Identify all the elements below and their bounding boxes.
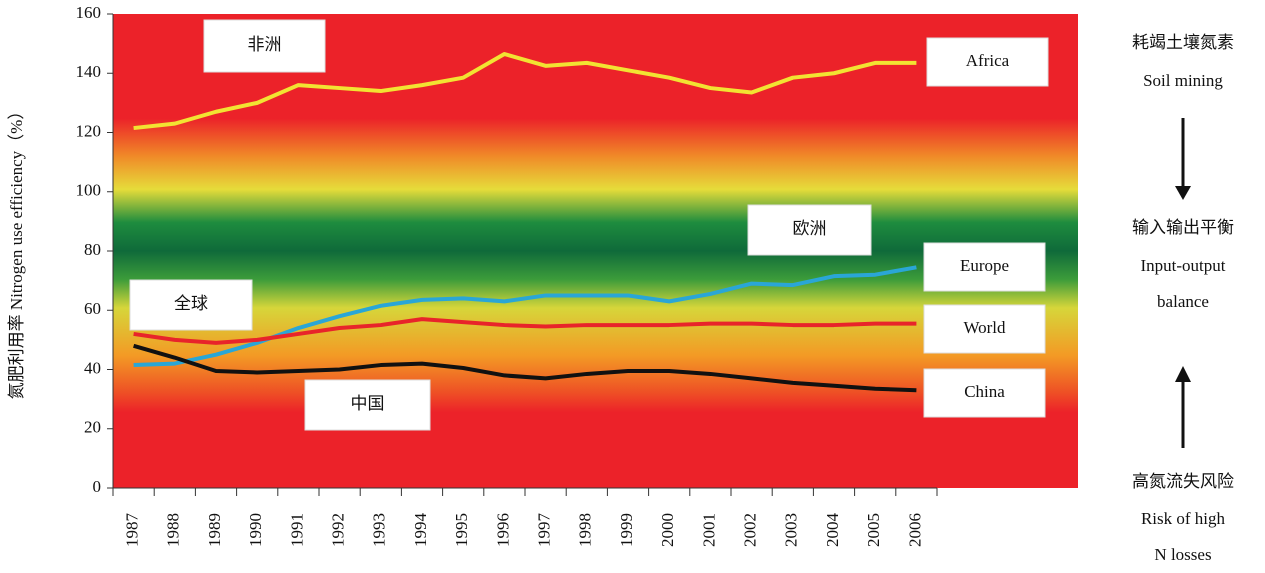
x-tick-label: 1987 (123, 513, 142, 548)
side-note: 输入输出平衡 (1132, 218, 1234, 237)
y-tick-label: 160 (76, 3, 102, 22)
x-tick-label: 1994 (411, 513, 430, 548)
x-tick-label: 2003 (782, 513, 801, 547)
y-tick-label: 0 (93, 477, 102, 496)
annotation-box (129, 279, 253, 331)
series-line (133, 317, 917, 345)
legend-label-box (923, 368, 1046, 418)
x-tick-label: 2005 (864, 513, 883, 547)
series-line (133, 343, 917, 393)
legend-label: China (964, 382, 1005, 401)
y-tick-label: 100 (76, 181, 102, 200)
x-tick-label: 1991 (287, 513, 306, 547)
annotation-box (203, 19, 326, 73)
annotation: 中国 (351, 394, 385, 413)
x-tick-label: 2006 (905, 513, 924, 547)
annotation: 欧洲 (793, 219, 827, 238)
legend-label: World (963, 318, 1006, 337)
legend-label-box (923, 242, 1046, 292)
x-tick-label: 1996 (493, 513, 512, 547)
side-note: Input-output (1141, 256, 1226, 275)
x-tick-label: 1993 (370, 513, 389, 547)
x-tick-label: 1988 (164, 513, 183, 547)
y-tick-label: 60 (84, 299, 101, 318)
side-note: Soil mining (1143, 71, 1223, 90)
side-note: 耗竭土壤氮素 (1132, 32, 1234, 52)
y-tick-label: 120 (76, 121, 102, 140)
x-tick-label: 1992 (329, 513, 348, 547)
x-tick-label: 1989 (205, 513, 224, 547)
arrows (1175, 118, 1191, 448)
annotation-box (747, 204, 872, 256)
x-tick-label: 1997 (535, 513, 554, 548)
legend-label-box (923, 304, 1046, 354)
side-note: balance (1157, 292, 1209, 311)
legend-label-box (926, 37, 1049, 87)
series-line (133, 51, 917, 131)
side-note: 高氮流失风险 (1132, 472, 1234, 491)
plot-background (113, 14, 1078, 488)
y-tick-label: 20 (84, 418, 101, 437)
side-note: Risk of high (1141, 509, 1226, 528)
y-axis-title: 氮肥利用率 Nitrogen use efficiency（%） (7, 103, 26, 400)
x-tick-label: 1998 (576, 513, 595, 547)
legend-label: Africa (966, 51, 1010, 70)
x-tick-label: 2000 (658, 513, 677, 547)
x-tick-label: 2002 (741, 513, 760, 547)
y-tick-label: 80 (84, 240, 101, 259)
x-tick-label: 2004 (823, 513, 842, 548)
side-note: N losses (1154, 545, 1211, 564)
annotation-box (304, 379, 431, 431)
y-tick-label: 140 (76, 62, 102, 81)
annotation: 全球 (174, 294, 208, 313)
x-tick-label: 1995 (452, 513, 471, 547)
annotation: 非洲 (248, 35, 282, 54)
x-tick-label: 2001 (699, 513, 718, 547)
y-tick-label: 40 (84, 358, 101, 377)
legend-label: Europe (960, 256, 1009, 275)
x-tick-label: 1999 (617, 513, 636, 547)
x-tick-label: 1990 (246, 513, 265, 547)
